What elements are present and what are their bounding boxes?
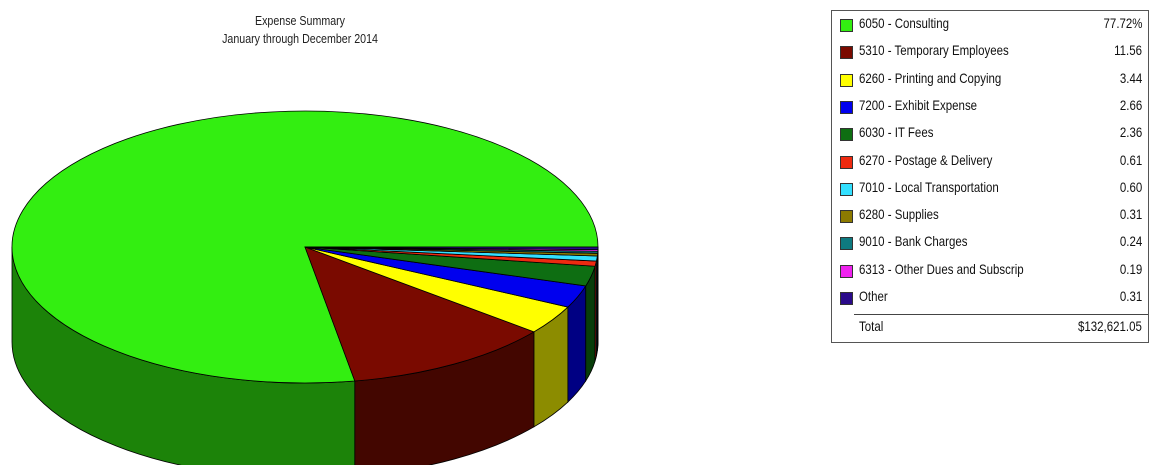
legend-total-label: Total [859,318,884,334]
legend-value: 2.36 [1119,124,1142,141]
legend-item: 6050 - Consulting 77.72% [832,12,1148,39]
legend-value: 11.56 [1114,42,1142,59]
legend-value: 77.72% [1103,15,1142,31]
chart-title-block: Expense Summary January through December… [177,12,423,48]
legend-label: 7200 - Exhibit Expense [859,96,978,113]
legend-label: 6270 - Postage & Delivery [859,151,993,168]
legend-value: 0.19 [1119,260,1142,277]
legend-value: 0.60 [1119,178,1142,195]
legend-item: 7200 - Exhibit Expense 2.66 [832,94,1148,121]
legend-item: 7010 - Local Transportation 0.60 [832,176,1148,203]
legend-swatch [840,155,853,169]
legend-swatch [840,264,853,278]
legend-swatch [840,19,853,32]
pie-chart [11,110,599,465]
legend-label: 6050 - Consulting [859,15,949,31]
legend-label: 7010 - Local Transportation [859,178,999,195]
legend-value: 0.24 [1119,233,1142,250]
chart-title: Expense Summary [254,13,346,28]
legend-total-value: $132,621.05 [1078,318,1142,334]
legend-item: Other 0.31 [832,285,1148,312]
legend-swatch [840,128,853,142]
legend-value: 2.66 [1119,96,1142,113]
legend-item: 6260 - Printing and Copying 3.44 [832,67,1148,94]
pie-slice-10 [304,246,599,251]
legend-item: 6313 - Other Dues and Subscrip 0.19 [832,258,1148,285]
legend-label: Other [859,288,888,304]
legend-swatch [840,46,853,60]
legend-label: 6260 - Printing and Copying [859,69,1002,86]
legend-label: 5310 - Temporary Employees [859,42,1009,59]
legend-swatch [840,73,853,87]
legend-label: 6030 - IT Fees [859,124,934,141]
legend-item: 6280 - Supplies 0.31 [832,203,1148,230]
legend-value: 0.61 [1119,151,1142,168]
chart-subtitle: January through December 2014 [222,31,378,46]
legend-swatch [840,237,853,251]
legend-item: 5310 - Temporary Employees 11.56 [832,39,1148,66]
legend-value: 3.44 [1119,69,1142,86]
pie-slice-1 [304,246,535,382]
legend-item: 6030 - IT Fees 2.36 [832,121,1148,148]
legend-item: 6270 - Postage & Delivery 0.61 [832,149,1148,176]
legend-value: 0.31 [1119,206,1142,223]
legend-label: 6280 - Supplies [859,206,939,223]
legend-item: 9010 - Bank Charges 0.24 [832,230,1148,257]
legend-label: 6313 - Other Dues and Subscrip [859,260,1024,277]
legend: 6050 - Consulting 77.72% 5310 - Temporary … [831,10,1149,343]
legend-swatch [840,182,853,196]
legend-total-divider [854,314,1148,315]
legend-swatch [840,210,853,224]
legend-label: 9010 - Bank Charges [859,233,968,250]
legend-swatch [840,100,853,114]
legend-value: 0.31 [1119,288,1142,304]
legend-swatch [840,292,853,305]
